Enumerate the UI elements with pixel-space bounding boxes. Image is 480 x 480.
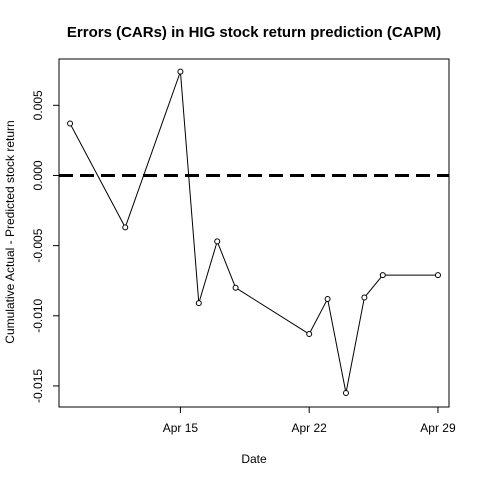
series-line-segment (308, 298, 329, 335)
series-line-segment (216, 241, 237, 288)
series-line-segment (363, 274, 384, 298)
data-point (214, 238, 221, 245)
y-tick-label: -0.010 (31, 298, 45, 332)
y-tick-label: 0.005 (31, 90, 45, 120)
data-point (67, 120, 74, 127)
data-point (232, 284, 239, 291)
plot-frame (58, 58, 450, 408)
data-point (195, 300, 202, 307)
x-tick-label: Apr 22 (292, 421, 328, 435)
data-point (306, 331, 313, 338)
series-line-segment (327, 298, 347, 394)
y-tick-label: 0.000 (31, 160, 45, 190)
data-point (434, 272, 441, 279)
y-axis-label: Cumulative Actual - Predicted stock retu… (3, 120, 17, 343)
series-line-segment (235, 287, 310, 335)
data-point (122, 224, 129, 231)
chart-title: Errors (CARs) in HIG stock return predic… (67, 24, 441, 41)
x-tick-label: Apr 15 (163, 421, 199, 435)
data-point (342, 389, 349, 396)
data-point (324, 295, 331, 302)
y-tick-label: -0.015 (31, 369, 45, 403)
series-line-segment (69, 123, 126, 228)
y-tick-label: -0.005 (31, 228, 45, 262)
x-tick-label: Apr 29 (420, 421, 456, 435)
data-point (177, 68, 184, 75)
series-line-segment (124, 71, 181, 228)
data-point (361, 294, 368, 301)
series-line-segment (179, 71, 200, 304)
x-axis-label: Date (241, 452, 267, 466)
data-point (379, 272, 386, 279)
series-line-segment (345, 297, 365, 394)
plot-area: Apr 15 Apr 22 Apr 29 -0.015 -0.010 -0.005 0.00… (31, 58, 456, 435)
series-line-segment (198, 241, 218, 304)
